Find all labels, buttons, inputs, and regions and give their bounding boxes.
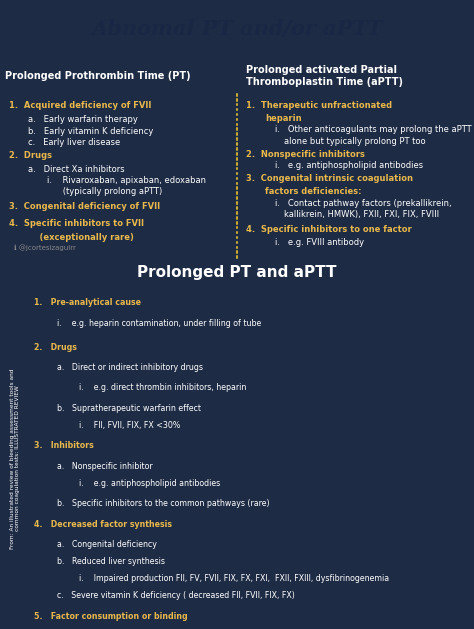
Text: factors deficiencies:: factors deficiencies: bbox=[265, 187, 362, 196]
Text: i.   Contact pathway factors (prekallikrein,: i. Contact pathway factors (prekallikrei… bbox=[275, 199, 452, 208]
Text: 2.  Nonspecific inhibitors: 2. Nonspecific inhibitors bbox=[246, 150, 365, 159]
Text: c.   Early liver disease: c. Early liver disease bbox=[28, 138, 121, 147]
Text: 4.  Specific inhibitors to one factor: 4. Specific inhibitors to one factor bbox=[246, 225, 412, 234]
Text: 5.   Factor consumption or binding: 5. Factor consumption or binding bbox=[35, 612, 188, 621]
Text: b.   Specific inhibitors to the common pathways (rare): b. Specific inhibitors to the common pat… bbox=[56, 499, 269, 508]
Text: i.    e.g. direct thrombin inhibitors, heparin: i. e.g. direct thrombin inhibitors, hepa… bbox=[79, 384, 246, 392]
Text: i.   e.g. FVIII antibody: i. e.g. FVIII antibody bbox=[275, 238, 364, 247]
Text: c.   Severe vitamin K deficiency ( decreased FII, FVII, FIX, FX): c. Severe vitamin K deficiency ( decreas… bbox=[56, 591, 294, 601]
Text: i.   Other anticoagulants may prolong the aPTT: i. Other anticoagulants may prolong the … bbox=[275, 125, 472, 134]
Text: heparin: heparin bbox=[265, 114, 302, 123]
Text: i.    Rivaroxaban, apixaban, edoxaban: i. Rivaroxaban, apixaban, edoxaban bbox=[47, 176, 206, 185]
Text: Abnomal PT and/or aPTT: Abnomal PT and/or aPTT bbox=[91, 19, 383, 39]
Text: (exceptionally rare): (exceptionally rare) bbox=[28, 233, 134, 242]
Text: 4.   Decreased factor synthesis: 4. Decreased factor synthesis bbox=[35, 520, 173, 529]
Text: a.   Congenital deficiency: a. Congenital deficiency bbox=[56, 540, 156, 549]
Text: 1.   Pre-analytical cause: 1. Pre-analytical cause bbox=[35, 298, 141, 307]
Text: kallikrein, HMWK), FXII, FXI, FIX, FVIII: kallikrein, HMWK), FXII, FXI, FIX, FVIII bbox=[284, 211, 439, 220]
Text: b.   Supratherapeutic warfarin effect: b. Supratherapeutic warfarin effect bbox=[56, 404, 201, 413]
Text: alone but typically prolong PT too: alone but typically prolong PT too bbox=[284, 136, 426, 146]
Text: Prolonged Prothrombin Time (PT): Prolonged Prothrombin Time (PT) bbox=[5, 71, 191, 81]
Text: 3.  Congenital intrinsic coagulation: 3. Congenital intrinsic coagulation bbox=[246, 174, 413, 184]
Text: ℹ @jcortesizaguirr: ℹ @jcortesizaguirr bbox=[14, 245, 76, 252]
Text: a.   Direct or indirect inhibitory drugs: a. Direct or indirect inhibitory drugs bbox=[56, 363, 203, 372]
Text: 3.  Congenital deficiency of FVII: 3. Congenital deficiency of FVII bbox=[9, 203, 161, 211]
Text: a.   Direct Xa inhibitors: a. Direct Xa inhibitors bbox=[28, 165, 125, 174]
Text: b.   Reduced liver synthesis: b. Reduced liver synthesis bbox=[56, 557, 164, 566]
Text: (typically prolong aPTT): (typically prolong aPTT) bbox=[47, 187, 163, 196]
Text: 1.  Acquired deficiency of FVII: 1. Acquired deficiency of FVII bbox=[9, 101, 152, 109]
Text: i.    FII, FVII, FIX, FX <30%: i. FII, FVII, FIX, FX <30% bbox=[79, 421, 180, 430]
Text: From: An illustrated review of bleeding assessment tools and
common coagulation : From: An illustrated review of bleeding … bbox=[9, 368, 20, 548]
Text: Prolonged activated Partial
Thromboplastin Time (aPTT): Prolonged activated Partial Thromboplast… bbox=[246, 65, 403, 87]
Text: i.    e.g. heparin contamination, under filling of tube: i. e.g. heparin contamination, under fil… bbox=[56, 319, 261, 328]
Text: a.   Early warfarin therapy: a. Early warfarin therapy bbox=[28, 115, 138, 125]
Text: 3.   Inhibitors: 3. Inhibitors bbox=[35, 442, 94, 450]
Text: 2.   Drugs: 2. Drugs bbox=[35, 343, 77, 352]
Text: i.    Impaired production FII, FV, FVII, FIX, FX, FXI,  FXII, FXIII, dysfibrinog: i. Impaired production FII, FV, FVII, FI… bbox=[79, 574, 389, 584]
Text: 2.  Drugs: 2. Drugs bbox=[9, 152, 53, 160]
Text: 1.  Therapeutic unfractionated: 1. Therapeutic unfractionated bbox=[246, 101, 392, 109]
Text: i.   e.g. antiphospholipid antibodies: i. e.g. antiphospholipid antibodies bbox=[275, 161, 423, 170]
Text: b.   Early vitamin K deficiency: b. Early vitamin K deficiency bbox=[28, 127, 154, 136]
Text: a.   Nonspecific inhibitor: a. Nonspecific inhibitor bbox=[56, 462, 152, 471]
Text: Prolonged PT and aPTT: Prolonged PT and aPTT bbox=[137, 265, 337, 281]
Text: i.    e.g. antiphospholipid antibodies: i. e.g. antiphospholipid antibodies bbox=[79, 479, 220, 488]
Text: 4.  Specific inhibitors to FVII: 4. Specific inhibitors to FVII bbox=[9, 219, 145, 228]
